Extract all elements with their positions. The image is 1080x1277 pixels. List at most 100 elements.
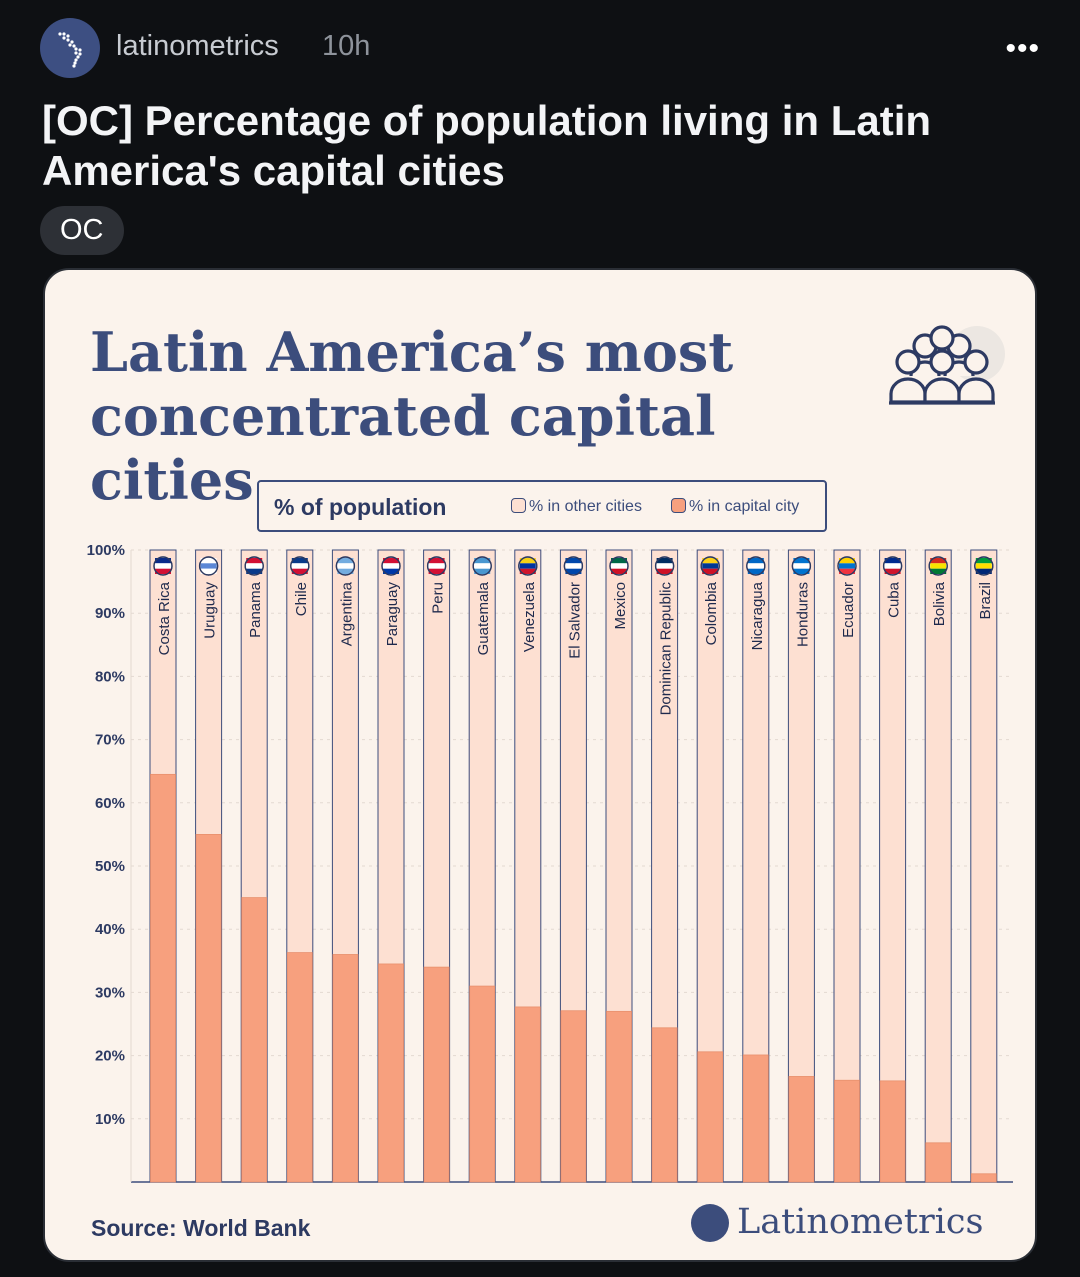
stacked-bar-chart: 10% 20% 30% 40% 50% 60% 70% 80% 90% 100% Costa Ric… (45, 532, 1035, 1192)
author-name[interactable]: latinometrics (116, 30, 279, 62)
flag-stripe (519, 563, 536, 569)
flag-outline (974, 556, 994, 576)
latam-map-icon (58, 32, 82, 68)
flag-stripe (565, 558, 582, 564)
flag-stripe (839, 568, 855, 574)
flag-stripe (200, 563, 217, 569)
country-label: Paraguay (384, 582, 401, 647)
flag-outline (746, 556, 766, 576)
legend-label-capital: % in capital city (689, 498, 800, 515)
flag-stripe (246, 568, 263, 574)
people-group-icon (889, 325, 1005, 405)
country-label: Ecuador (840, 582, 857, 638)
legend-swatch-capital (671, 498, 686, 513)
post-header: latinometrics 10h ••• (40, 18, 1040, 78)
brand-name: Latinometrics (737, 1202, 984, 1242)
y-tick-label: 80% (95, 668, 125, 685)
flag-stripe (656, 568, 673, 574)
flag-stripe (611, 558, 627, 564)
flag-outline (837, 556, 857, 576)
bar-capital-city (970, 1173, 997, 1183)
flag-stripe (246, 563, 263, 569)
flag-stripe (793, 568, 810, 574)
more-horizontal-icon[interactable]: ••• (1005, 32, 1040, 65)
flag-outline (335, 556, 356, 576)
bar-other-cities (970, 549, 998, 1183)
flag-stripe (383, 568, 399, 574)
bar-capital-city (742, 1054, 769, 1183)
infographic-image[interactable]: Latin America’s most concentrated capita… (43, 268, 1037, 1262)
author-avatar[interactable] (40, 18, 100, 78)
flag-outline (153, 556, 173, 576)
flag-stripe (383, 558, 399, 564)
flag-outline (928, 556, 948, 576)
bar-other-cities (879, 549, 907, 1183)
y-tick-label: 60% (95, 795, 125, 812)
bar-capital-city (150, 773, 176, 1183)
flag-stripe (930, 563, 947, 569)
flag-stripe (656, 558, 673, 564)
bar-capital-city (879, 1080, 906, 1183)
flag-stripe (930, 568, 947, 574)
bar-capital-city (834, 1079, 860, 1183)
flag-stripe (428, 568, 445, 574)
flag-stripe (611, 563, 627, 569)
country-label: Chile (293, 582, 310, 616)
y-tick-label: 30% (95, 984, 125, 1001)
flag-stripe (747, 568, 764, 574)
flag-outline (244, 556, 264, 576)
bar-other-cities (833, 549, 861, 1183)
flag-outline (198, 556, 219, 576)
flag-outline (290, 556, 310, 576)
bar-capital-city (560, 1010, 587, 1183)
country-label: Brazil (977, 582, 994, 620)
country-label: Uruguay (202, 582, 219, 639)
bar-other-cities (924, 549, 952, 1183)
country-label: Bolivia (931, 581, 948, 626)
y-tick-label: 40% (95, 921, 125, 938)
y-tick-label: 50% (95, 858, 125, 875)
bar-capital-city (378, 963, 404, 1183)
bar-capital-city (925, 1142, 952, 1183)
bar-capital-city (697, 1051, 724, 1183)
flag-stripe (975, 558, 992, 564)
flag-stripe (793, 563, 810, 569)
flag-stripe (565, 568, 582, 574)
flag-outline (472, 556, 492, 576)
flag-stripe (291, 558, 308, 564)
flag-stripe (975, 568, 992, 574)
country-label: Colombia (703, 581, 720, 645)
post-title[interactable]: [OC] Percentage of population living in … (42, 97, 932, 194)
country-label: El Salvador (566, 582, 583, 659)
bar-capital-city (606, 1010, 632, 1183)
source-note: Source: World Bank (91, 1215, 311, 1241)
country-label: Honduras (794, 582, 811, 647)
flag-stripe (291, 563, 308, 569)
country-label: Venezuela (521, 581, 538, 652)
flag-outline (609, 556, 629, 576)
bar-capital-city (514, 1006, 541, 1183)
bar-capital-city (241, 897, 268, 1183)
country-label: Guatemala (475, 581, 492, 655)
flag-stripe (383, 563, 399, 569)
flag-stripe (337, 568, 354, 574)
bar-capital-city (195, 833, 222, 1183)
bar-capital-city (469, 985, 496, 1183)
flag-stripe (155, 563, 171, 569)
post-flair[interactable]: OC (40, 206, 124, 255)
bar-capital-city (286, 952, 313, 1183)
country-label: Peru (430, 582, 447, 614)
legend-title: % of population (274, 494, 447, 520)
flag-stripe (291, 568, 308, 574)
flag-outline (882, 556, 903, 576)
country-label: Dominican Republic (658, 582, 675, 716)
flag-stripe (337, 558, 354, 564)
bar-capital-city (332, 954, 359, 1183)
flag-stripe (702, 558, 719, 564)
infographic-title: Latin America’s most concentrated capita… (90, 320, 734, 512)
flag-stripe (474, 568, 491, 574)
flag-stripe (839, 558, 855, 564)
flag-stripe (656, 563, 673, 569)
flag-stripe (200, 568, 217, 574)
flag-stripe (884, 563, 901, 569)
